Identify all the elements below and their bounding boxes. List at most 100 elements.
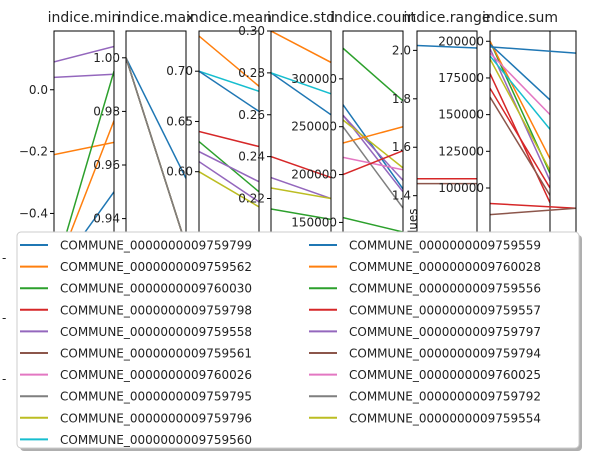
- y-tick-label: 1.00: [93, 51, 120, 65]
- subplot-title: indice.std: [267, 10, 335, 26]
- series-line-6: COMMUNE_0000000009760028: [69, 120, 114, 232]
- series-line-2: COMMUNE_0000000009759798: [490, 202, 576, 210]
- legend-entry: COMMUNE_0000000009760025: [309, 368, 541, 382]
- legend-label: COMMUNE_0000000009759799: [60, 239, 252, 253]
- series-line-7: COMMUNE_0000000009759797: [199, 161, 259, 203]
- legend-label: COMMUNE_0000000009759560: [60, 433, 252, 447]
- y-tick-label: 0.94: [93, 212, 120, 226]
- subplot-panels: COMMUNE_0000000009759558COMMUNE_00000000…: [19, 10, 577, 233]
- legend-label: COMMUNE_0000000009760028: [349, 260, 541, 274]
- series-line-2: COMMUNE_0000000009760028: [490, 40, 550, 159]
- legend-label: COMMUNE_0000000009759558: [60, 325, 252, 339]
- subplot-title: indice.mean: [186, 10, 272, 26]
- series-line-10: COMMUNE_0000000009759556: [343, 216, 403, 232]
- series-line-5: COMMUNE_0000000009759799: [84, 191, 114, 232]
- y-tick-label: 300000: [291, 72, 337, 86]
- series-lines: COMMUNE_0000000009759558COMMUNE_00000000…: [54, 45, 114, 232]
- series-line-1: COMMUNE_0000000009760030: [343, 47, 403, 102]
- subplot-title: indice.count: [330, 10, 416, 26]
- legend-label: COMMUNE_0000000009759796: [60, 411, 252, 425]
- legend-label: COMMUNE_0000000009759798: [60, 303, 252, 317]
- series-line-8: COMMUNE_0000000009759796: [199, 171, 259, 208]
- series-line-4: COMMUNE_0000000009759799: [490, 43, 550, 101]
- series-line-4: COMMUNE_0000000009760030: [65, 70, 114, 232]
- legend-entry: COMMUNE_0000000009759559: [309, 239, 541, 253]
- y-tick-label: 0.0: [29, 83, 48, 97]
- y-tick-label: 200000: [438, 34, 484, 48]
- legend-label: COMMUNE_0000000009760025: [349, 368, 541, 382]
- subplot-frame: [125, 30, 187, 233]
- legend-entry: COMMUNE_0000000009759795: [20, 390, 252, 404]
- y-tick-label: 1.4: [392, 189, 411, 203]
- y-tick-label: −0.2: [19, 145, 48, 159]
- series-line-7: COMMUNE_0000000009760028: [343, 125, 403, 144]
- subplot-1: COMMUNE_0000000009759558COMMUNE_00000000…: [19, 10, 121, 233]
- y-tick-label: 0.22: [238, 192, 265, 206]
- series-line-3: COMMUNE_0000000009759560: [271, 72, 331, 95]
- y-tick-label: 0.70: [166, 64, 193, 78]
- series-line-2: COMMUNE_0000000009759560: [199, 70, 259, 93]
- series-line-3: COMMUNE_0000000009759799: [199, 70, 259, 113]
- subplot-title: indice.min: [48, 10, 121, 26]
- y-tick-label: 200000: [291, 168, 337, 182]
- legend: COMMUNE_0000000009759799 COMMUNE_00000000…: [16, 231, 582, 451]
- legend-entry: COMMUNE_0000000009759794: [309, 347, 541, 361]
- series-line-1: COMMUNE_0000000009759559: [417, 44, 477, 49]
- series-line-8: COMMUNE_0000000009759792: [126, 57, 183, 232]
- left-dash: -: [2, 311, 6, 325]
- series-line-1: COMMUNE_0000000009759562: [271, 31, 331, 64]
- y-tick-label: 150000: [291, 215, 337, 229]
- y-tick-label: 100000: [438, 181, 484, 195]
- subplot-7: COMMUNE_0000000009760030COMMUNE_00000000…: [438, 10, 558, 233]
- series-line-5: COMMUNE_0000000009759560: [490, 55, 550, 130]
- subplot-frame: [416, 30, 478, 233]
- series-line-5: COMMUNE_0000000009759796: [343, 119, 403, 169]
- legend-entry: COMMUNE_0000000009760028: [309, 260, 541, 274]
- series-line-4: COMMUNE_0000000009759798: [271, 155, 331, 179]
- legend-label: COMMUNE_0000000009759792: [349, 390, 541, 404]
- y-tick-label: 150000: [438, 108, 484, 122]
- series-line-9: COMMUNE_0000000009759557: [490, 73, 550, 203]
- series-line-8: COMMUNE_0000000009760025: [343, 156, 403, 171]
- y-tick-label: 0.28: [238, 66, 265, 80]
- y-tick-label: 250000: [291, 120, 337, 134]
- legend-label: COMMUNE_0000000009759557: [349, 303, 541, 317]
- y-tick-label: 125000: [438, 144, 484, 158]
- subplot-frame: [489, 30, 577, 233]
- legend-frame: [16, 231, 580, 449]
- legend-entry: COMMUNE_0000000009760030: [20, 282, 252, 296]
- series-lines: COMMUNE_0000000009760030 COMMUNE_00000000…: [343, 47, 403, 232]
- series-line-10: COMMUNE_0000000009759561: [490, 96, 550, 196]
- legend-label: COMMUNE_0000000009759794: [349, 347, 541, 361]
- series-lines: COMMUNE_0000000009760030COMMUNE_00000000…: [490, 40, 550, 203]
- legend-entry: COMMUNE_0000000009759798: [20, 303, 252, 317]
- series-lines: COMMUNE_0000000009759799COMMUNE_00000000…: [126, 57, 186, 232]
- subplot-6: COMMUNE_0000000009759559COMMUNE_00000000…: [392, 10, 491, 233]
- series-lines: COMMUNE_0000000009759559COMMUNE_00000000…: [490, 46, 576, 216]
- y-tick-label: 0.26: [238, 108, 265, 122]
- y-tick-label: 0.60: [166, 165, 193, 179]
- left-dash: -: [2, 372, 6, 386]
- subplot-3: COMMUNE_0000000009759562COMMUNE_00000000…: [166, 10, 272, 233]
- series-line-2: COMMUNE_0000000009759799: [271, 72, 331, 116]
- subplot-title: indice.sum: [482, 10, 558, 26]
- series-line-5: COMMUNE_0000000009759558: [271, 176, 331, 200]
- series-lines: COMMUNE_0000000009759559COMMUNE_00000000…: [417, 44, 477, 185]
- series-line-7: COMMUNE_0000000009760030: [271, 208, 331, 221]
- legend-label: COMMUNE_0000000009759559: [349, 239, 541, 253]
- y-tick-label: 0.24: [238, 150, 265, 164]
- legend-label: COMMUNE_0000000009760030: [60, 282, 252, 296]
- legend-entry: COMMUNE_0000000009759799: [20, 239, 252, 253]
- left-tick-dashes: - - -: [2, 251, 6, 386]
- series-line-3: COMMUNE_0000000009759561: [490, 207, 576, 216]
- y-tick-label: 1.8: [392, 92, 411, 106]
- legend-entry: COMMUNE_0000000009759557: [309, 303, 541, 317]
- series-line-6: COMMUNE_0000000009759558: [199, 150, 259, 183]
- legend-entry: COMMUNE_0000000009759556: [309, 282, 541, 296]
- legend-label: COMMUNE_0000000009759797: [349, 325, 541, 339]
- subplot-title: indice.range: [403, 10, 490, 26]
- series-line-1: COMMUNE_0000000009759559: [490, 46, 576, 54]
- series-lines: COMMUNE_0000000009759562 COMMUNE_00000000…: [271, 31, 331, 221]
- series-line-6: COMMUNE_0000000009759796: [271, 187, 331, 200]
